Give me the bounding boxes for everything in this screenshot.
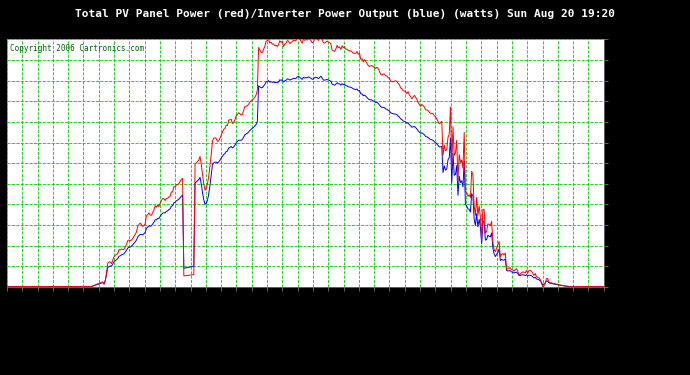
Text: Total PV Panel Power (red)/Inverter Power Output (blue) (watts) Sun Aug 20 19:20: Total PV Panel Power (red)/Inverter Powe… <box>75 9 615 20</box>
Text: Copyright 2006 Cartronics.com: Copyright 2006 Cartronics.com <box>10 44 144 53</box>
